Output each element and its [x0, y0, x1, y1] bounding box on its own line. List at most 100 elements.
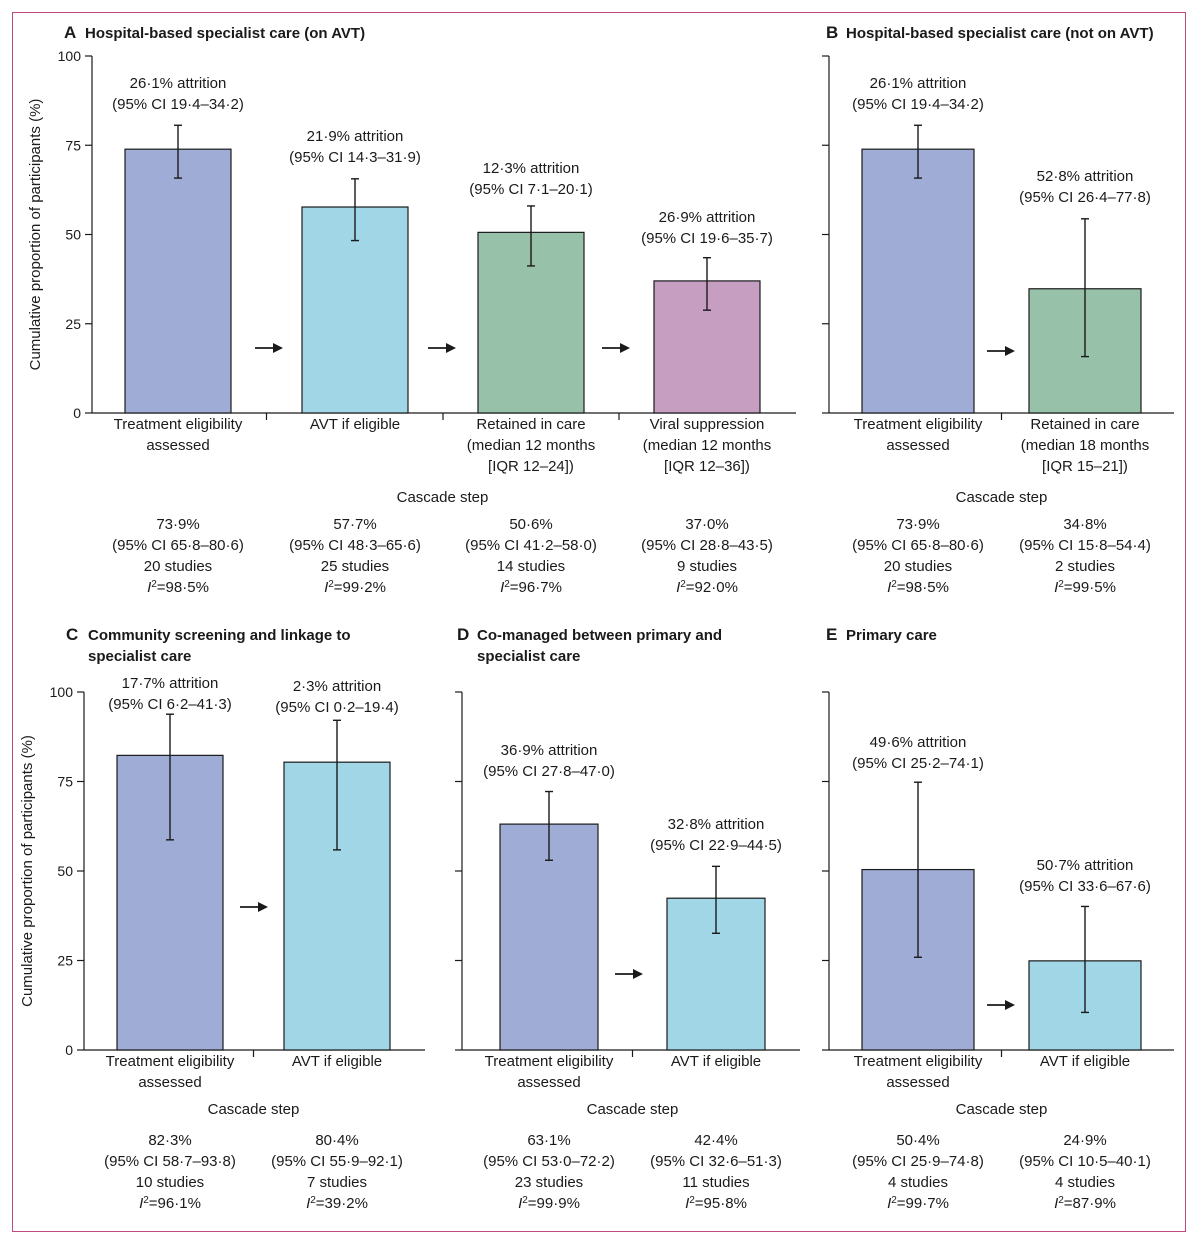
bar [301, 206, 409, 414]
attrition-ci-label: (95% CI 0·2–19·4) [275, 699, 398, 716]
category-label: Treatment eligibility [854, 416, 983, 433]
studies-count: 4 studies [1055, 1174, 1115, 1191]
pooled-ci: (95% CI 25·9–74·8) [852, 1153, 984, 1170]
arrow-head [620, 343, 630, 353]
studies-count: 4 studies [888, 1174, 948, 1191]
i2-label: I2=98·5% [887, 579, 949, 597]
attrition-label: 49·6% attrition [870, 734, 967, 751]
pooled-value: 50·4% [896, 1132, 939, 1149]
attrition-ci-label: (95% CI 22·9–44·5) [650, 837, 782, 854]
studies-count: 23 studies [515, 1174, 583, 1191]
category-label: (median 18 months [1021, 437, 1149, 454]
pooled-value: 34·8% [1063, 516, 1106, 533]
i2-label: I2=99·7% [887, 1195, 949, 1213]
attrition-label: 50·7% attrition [1037, 857, 1134, 874]
panel-e: E Primary care 49·6% attrition (95% CI 25·2… [822, 625, 1174, 1212]
attrition-ci-label: (95% CI 27·8–47·0) [483, 763, 615, 780]
pooled-value: 73·9% [156, 516, 199, 533]
x-axis-label: Cascade step [208, 1101, 300, 1118]
panel-letter: C [66, 625, 78, 644]
x-axis-label: Cascade step [956, 489, 1048, 506]
pooled-ci: (95% CI 65·8–80·6) [112, 537, 244, 554]
attrition-label: 26·9% attrition [659, 209, 756, 226]
pooled-ci: (95% CI 10·5–40·1) [1019, 1153, 1151, 1170]
attrition-ci-label: (95% CI 19·4–34·2) [112, 96, 244, 113]
i2-label: I2=96·7% [500, 579, 562, 597]
attrition-ci-label: (95% CI 14·3–31·9) [289, 149, 421, 166]
i2-label: I2=92·0% [676, 579, 738, 597]
i2-label: I2=98·5% [147, 579, 209, 597]
panel-letter: A [64, 23, 76, 42]
category-label: assessed [138, 1074, 201, 1091]
category-label: [IQR 12–36]) [664, 458, 750, 475]
panel-letter: E [826, 625, 837, 644]
i2-label: I2=99·9% [518, 1195, 580, 1213]
figure-frame [12, 12, 1186, 1232]
pooled-value: 57·7% [333, 516, 376, 533]
pooled-value: 80·4% [315, 1132, 358, 1149]
y-tick-label: 75 [57, 774, 73, 790]
category-label: AVT if eligible [671, 1053, 761, 1070]
attrition-label: 52·8% attrition [1037, 168, 1134, 185]
category-label: Retained in care [1030, 416, 1139, 433]
panel-d: D Co-managed between primary and specialis… [455, 625, 800, 1212]
pooled-ci: (95% CI 58·7–93·8) [104, 1153, 236, 1170]
category-label: [IQR 15–21]) [1042, 458, 1128, 475]
attrition-ci-label: (95% CI 19·6–35·7) [641, 230, 773, 247]
panel-a: A Hospital-based specialist care (on AVT)… [27, 23, 796, 596]
attrition-label: 26·1% attrition [130, 75, 227, 92]
y-axis-label: Cumulative proportion of participants (%… [27, 99, 44, 371]
i2-label: I2=87·9% [1054, 1195, 1116, 1213]
y-tick-label: 0 [65, 1042, 73, 1058]
studies-count: 14 studies [497, 558, 565, 575]
panel-letter: D [457, 625, 469, 644]
pooled-value: 50·6% [509, 516, 552, 533]
pooled-ci: (95% CI 53·0–72·2) [483, 1153, 615, 1170]
category-label: Treatment eligibility [114, 416, 243, 433]
panel-title: Primary care [846, 627, 937, 644]
panel-title: Hospital-based specialist care (not on A… [846, 25, 1154, 42]
pooled-ci: (95% CI 41·2–58·0) [465, 537, 597, 554]
y-tick-label: 0 [73, 405, 81, 421]
i2-label: I2=99·5% [1054, 579, 1116, 597]
category-label: assessed [517, 1074, 580, 1091]
pooled-value: 42·4% [694, 1132, 737, 1149]
attrition-label: 12·3% attrition [483, 160, 580, 177]
category-label: (median 12 months [467, 437, 595, 454]
attrition-ci-label: (95% CI 6·2–41·3) [108, 696, 231, 713]
y-tick-label: 75 [65, 137, 81, 153]
i2-label: I2=99·2% [324, 579, 386, 597]
arrow-head [1005, 346, 1015, 356]
y-tick-label: 50 [65, 227, 81, 243]
panel-b: B Hospital-based specialist care (not on … [822, 23, 1174, 596]
y-tick-label: 100 [50, 684, 74, 700]
attrition-label: 21·9% attrition [307, 128, 404, 145]
pooled-value: 37·0% [685, 516, 728, 533]
arrow-head [258, 902, 268, 912]
pooled-ci: (95% CI 32·6–51·3) [650, 1153, 782, 1170]
panel-title: Hospital-based specialist care (on AVT) [85, 25, 365, 42]
pooled-value: 24·9% [1063, 1132, 1106, 1149]
y-axis-label: Cumulative proportion of participants (%… [19, 735, 36, 1007]
attrition-label: 32·8% attrition [668, 816, 765, 833]
x-axis-label: Cascade step [397, 489, 489, 506]
panel-title: specialist care [88, 648, 191, 665]
bar [124, 148, 232, 414]
studies-count: 25 studies [321, 558, 389, 575]
category-label: Retained in care [476, 416, 585, 433]
category-label: Viral suppression [650, 416, 765, 433]
attrition-ci-label: (95% CI 19·4–34·2) [852, 96, 984, 113]
y-tick-label: 25 [57, 953, 73, 969]
category-label: AVT if eligible [310, 416, 400, 433]
attrition-label: 36·9% attrition [501, 742, 598, 759]
studies-count: 20 studies [144, 558, 212, 575]
pooled-ci: (95% CI 28·8–43·5) [641, 537, 773, 554]
i2-label: I2=39·2% [306, 1195, 368, 1213]
arrow-head [633, 969, 643, 979]
x-axis-label: Cascade step [956, 1101, 1048, 1118]
studies-count: 11 studies [682, 1174, 749, 1191]
y-tick-label: 25 [65, 316, 81, 332]
i2-label: I2=96·1% [139, 1195, 201, 1213]
pooled-ci: (95% CI 15·8–54·4) [1019, 537, 1151, 554]
